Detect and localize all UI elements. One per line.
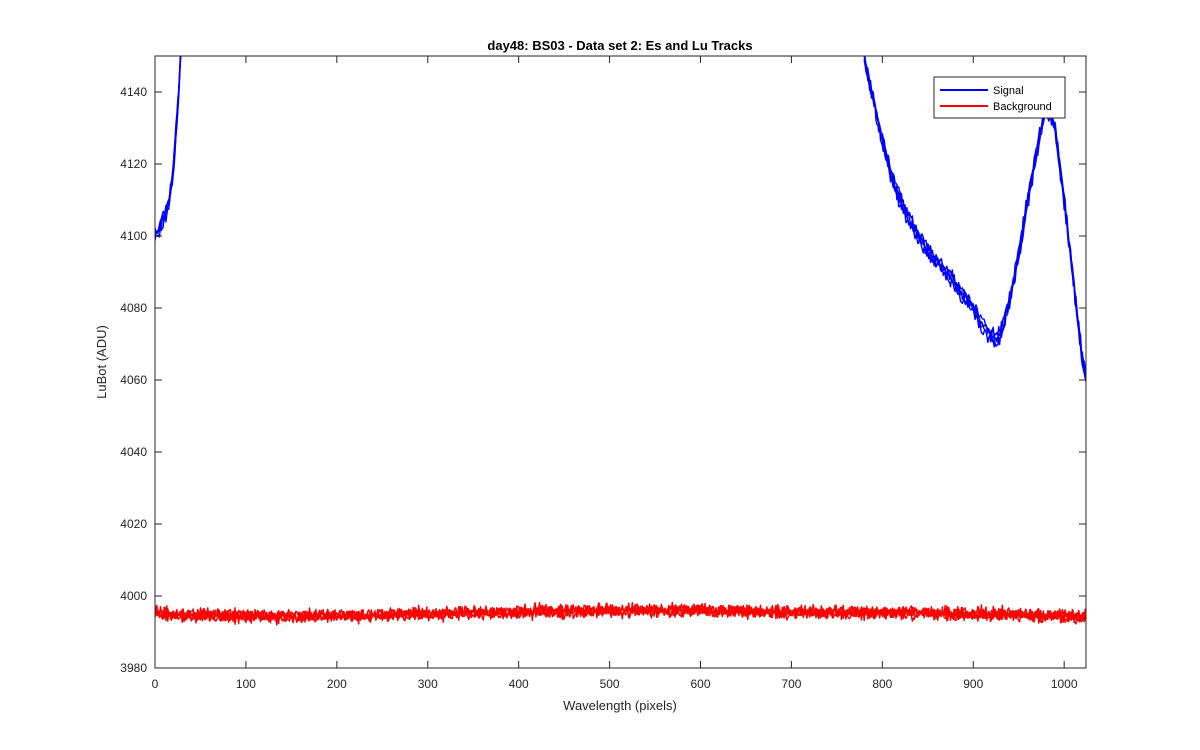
y-tick-label: 4000 [120,589,147,603]
x-tick-label: 300 [418,677,438,691]
series-layer [155,56,1086,626]
legend: Signal Background [933,76,1066,119]
axes-layer: 0 100 200 300 400 500 600 700 800 900 1000 3980 4000… [120,56,1086,691]
x-tick-label: 100 [236,677,256,691]
y-tick-label: 4020 [120,517,147,531]
y-tick-label: 4100 [120,229,147,243]
series-line-signal [155,56,182,235]
x-tick-label: 400 [509,677,529,691]
y-axis-label: LuBot (ADU) [94,325,109,399]
axes-box [154,55,1087,669]
x-tick-label: 900 [963,677,983,691]
chart-title: day48: BS03 - Data set 2: Es and Lu Trac… [487,38,752,53]
y-tick-label: 4120 [120,157,147,171]
legend-box [933,76,1066,119]
x-tick-label: 500 [600,677,620,691]
legend-label-background: Background [993,101,1052,113]
x-tick-label: 1000 [1051,677,1078,691]
y-tick-label: 4060 [120,373,147,387]
x-tick-label: 0 [152,677,159,691]
y-tick-label: 4140 [120,85,147,99]
series-line-background [155,601,1086,622]
legend-label-signal: Signal [993,85,1024,97]
y-tick-label: 3980 [120,661,147,675]
y-tick-label: 4040 [120,445,147,459]
x-axis-label: Wavelength (pixels) [563,698,677,713]
x-tick-label: 600 [690,677,710,691]
x-tick-label: 700 [781,677,801,691]
x-tick-label: 800 [872,677,892,691]
y-tick-label: 4080 [120,301,147,315]
x-tick-label: 200 [327,677,347,691]
plot-area [155,56,1086,668]
